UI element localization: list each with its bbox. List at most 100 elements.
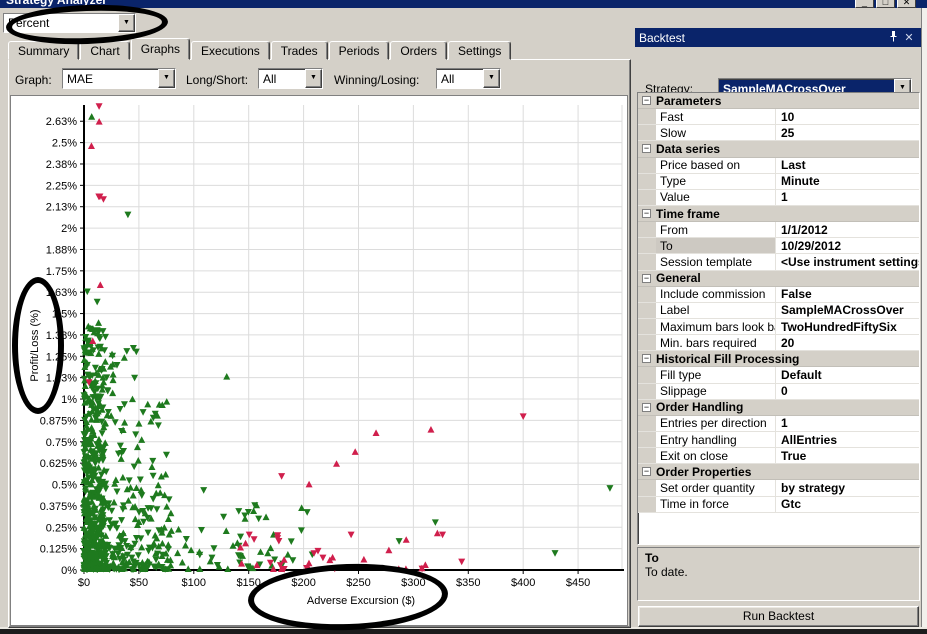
run-backtest-button[interactable]: Run Backtest	[638, 606, 919, 627]
collapse-icon[interactable]: −	[642, 208, 651, 219]
property-row-entry-handling[interactable]: Entry handling AllEntries	[638, 431, 919, 449]
property-group-historical-fill-processing[interactable]: − Historical Fill Processing	[638, 351, 919, 368]
property-indent	[638, 318, 656, 335]
svg-text:2.38%: 2.38%	[46, 159, 77, 171]
property-row-time-in-force[interactable]: Time in force Gtc	[638, 496, 919, 513]
chevron-down-icon[interactable]: ▼	[158, 69, 175, 88]
property-label: From	[656, 222, 776, 238]
property-group-general[interactable]: − General	[638, 270, 919, 287]
property-row-entries-per-direction[interactable]: Entries per direction 1	[638, 415, 919, 432]
minimize-button[interactable]: _	[855, 0, 874, 8]
property-row-fill-type[interactable]: Fill type Default	[638, 367, 919, 384]
property-row-price-based-on[interactable]: Price based on Last	[638, 157, 919, 174]
property-value[interactable]: 20	[781, 335, 795, 350]
property-value[interactable]: SampleMACrossOver	[781, 303, 904, 318]
property-group-label: Historical Fill Processing	[656, 351, 800, 366]
property-value[interactable]: 0	[781, 384, 788, 399]
display-mode-combobox[interactable]: Percent ▼	[3, 13, 136, 33]
backtest-panel-title: Backtest	[639, 30, 686, 45]
long-short-combobox[interactable]: All ▼	[258, 68, 323, 89]
property-row-slow[interactable]: Slow 25	[638, 125, 919, 142]
property-indent	[638, 480, 656, 496]
property-value[interactable]: AllEntries	[781, 432, 838, 447]
property-row-session-template[interactable]: Session template <Use instrument settings…	[638, 254, 919, 271]
property-indent	[638, 222, 656, 238]
property-row-slippage[interactable]: Slippage 0	[638, 383, 919, 400]
tab-settings[interactable]: Settings	[448, 41, 512, 60]
property-row-value[interactable]: Value 1	[638, 189, 919, 206]
close-button[interactable]: ✕	[897, 0, 916, 8]
collapse-icon[interactable]: −	[642, 95, 651, 106]
property-label: Slow	[656, 125, 776, 141]
property-group-time-frame[interactable]: − Time frame	[638, 205, 919, 223]
close-panel-icon[interactable]: ✕	[904, 32, 914, 44]
property-row-from[interactable]: From 1/1/2012	[638, 222, 919, 239]
display-mode-value: Percent	[4, 14, 118, 32]
property-value[interactable]: 10/29/2012	[781, 238, 842, 253]
tab-chart[interactable]: Chart	[80, 41, 130, 60]
property-label: Value	[656, 189, 776, 205]
tab-orders[interactable]: Orders	[390, 41, 448, 60]
property-value[interactable]: Default	[781, 367, 822, 382]
property-group-order-properties[interactable]: − Order Properties	[638, 464, 919, 481]
restore-button[interactable]: □	[876, 0, 895, 8]
property-value[interactable]: <Use instrument settings>	[781, 254, 919, 269]
property-value[interactable]: 1	[781, 190, 788, 205]
property-group-parameters[interactable]: − Parameters	[638, 93, 919, 110]
collapse-icon[interactable]: −	[642, 353, 651, 364]
property-group-order-handling[interactable]: − Order Handling	[638, 399, 919, 416]
chevron-down-icon[interactable]: ▼	[305, 69, 322, 88]
long-short-label: Long/Short:	[186, 73, 249, 87]
property-value[interactable]: 25	[781, 125, 795, 140]
svg-text:2.5%: 2.5%	[52, 138, 77, 150]
property-row-fast[interactable]: Fast 10	[638, 109, 919, 126]
property-indent	[638, 448, 656, 464]
property-row-maximum-bars-look-back[interactable]: Maximum bars look back TwoHundredFiftySix	[638, 318, 919, 336]
property-value[interactable]: Gtc	[781, 497, 802, 512]
property-value[interactable]: by strategy	[781, 480, 846, 495]
graph-type-combobox[interactable]: MAE ▼	[62, 68, 176, 89]
tab-executions[interactable]: Executions	[191, 41, 270, 60]
property-row-set-order-quantity[interactable]: Set order quantity by strategy	[638, 480, 919, 497]
collapse-icon[interactable]: −	[642, 401, 651, 412]
property-row-label[interactable]: Label SampleMACrossOver	[638, 302, 919, 319]
window-bottom-edge	[0, 629, 927, 634]
property-value[interactable]: Last	[781, 158, 806, 173]
property-indent	[638, 415, 656, 431]
property-row-include-commission[interactable]: Include commission False	[638, 286, 919, 303]
property-value[interactable]: 1	[781, 416, 788, 431]
property-value[interactable]: 1/1/2012	[781, 222, 828, 237]
property-row-min-bars-required[interactable]: Min. bars required 20	[638, 335, 919, 352]
property-value[interactable]: False	[781, 287, 812, 302]
chevron-down-icon[interactable]: ▼	[118, 14, 135, 32]
property-value[interactable]: Minute	[781, 174, 820, 189]
property-group-label: Time frame	[656, 206, 720, 221]
svg-text:1.38%: 1.38%	[46, 330, 77, 342]
chevron-down-icon[interactable]: ▼	[483, 69, 500, 88]
tab-graphs[interactable]: Graphs	[130, 38, 191, 60]
tab-trades[interactable]: Trades	[270, 41, 328, 60]
property-value[interactable]: TwoHundredFiftySix	[781, 319, 897, 334]
svg-text:$50: $50	[130, 577, 148, 589]
property-row-to[interactable]: To 10/29/2012	[638, 238, 919, 255]
graph-type-value: MAE	[63, 69, 158, 88]
property-row-exit-on-close[interactable]: Exit on close True	[638, 448, 919, 465]
winning-losing-combobox[interactable]: All ▼	[436, 68, 501, 89]
property-group-data-series[interactable]: − Data series	[638, 141, 919, 158]
svg-text:Adverse Excursion ($): Adverse Excursion ($)	[307, 595, 415, 607]
property-row-type[interactable]: Type Minute	[638, 173, 919, 190]
property-value[interactable]: 10	[781, 109, 795, 124]
collapse-icon[interactable]: −	[642, 466, 651, 477]
svg-text:Profit/Loss (%): Profit/Loss (%)	[29, 309, 41, 381]
collapse-icon[interactable]: −	[642, 272, 651, 283]
svg-text:1.13%: 1.13%	[46, 373, 77, 385]
pin-icon[interactable]	[885, 30, 901, 45]
svg-text:1.5%: 1.5%	[52, 309, 77, 321]
property-group-label: Order Properties	[656, 464, 752, 479]
property-value[interactable]: True	[781, 448, 807, 463]
collapse-icon[interactable]: −	[642, 143, 651, 154]
tab-periods[interactable]: Periods	[328, 41, 390, 60]
winning-losing-value: All	[437, 69, 483, 88]
svg-text:0.75%: 0.75%	[46, 437, 77, 449]
tab-summary[interactable]: Summary	[8, 41, 80, 60]
